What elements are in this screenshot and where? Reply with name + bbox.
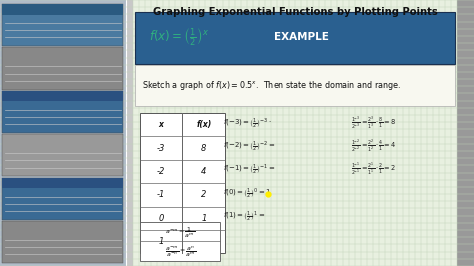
Text: x: x	[159, 120, 164, 129]
FancyBboxPatch shape	[2, 178, 123, 188]
Text: $\dfrac{a^{-m}}{a^{-n}} = \dfrac{a^n}{a^m}$: $\dfrac{a^{-m}}{a^{-n}} = \dfrac{a^n}{a^…	[164, 245, 196, 259]
Text: $\frac{1^{-3}}{2^{-3}} = \frac{2^3}{1^3} \cdot \frac{8}{1} = 8$: $\frac{1^{-3}}{2^{-3}} = \frac{2^3}{1^3}…	[351, 116, 396, 132]
FancyBboxPatch shape	[2, 47, 123, 90]
Text: f(x): f(x)	[196, 120, 211, 129]
Text: $f(-1) = \left(\frac{1}{2}\right)^{-1} =$: $f(-1) = \left(\frac{1}{2}\right)^{-1} =…	[223, 163, 275, 177]
Text: 8: 8	[201, 144, 207, 153]
FancyBboxPatch shape	[457, 0, 474, 266]
Text: $f(1) = \left(\frac{1}{2}\right)^{1} =$: $f(1) = \left(\frac{1}{2}\right)^{1} =$	[223, 210, 265, 224]
Text: $\frac{1^{-2}}{2^{-2}} = \frac{2^2}{1^2} \cdot \frac{4}{1} = 4$: $\frac{1^{-2}}{2^{-2}} = \frac{2^2}{1^2}…	[351, 139, 396, 155]
FancyBboxPatch shape	[2, 91, 123, 133]
FancyBboxPatch shape	[140, 222, 220, 261]
Text: $f(x) = \left(\frac{1}{2}\right)^x$: $f(x) = \left(\frac{1}{2}\right)^x$	[149, 26, 210, 47]
FancyBboxPatch shape	[2, 221, 123, 263]
FancyBboxPatch shape	[2, 4, 123, 46]
Text: $f(-3) = \left(\frac{1}{2}\right)^{-3} \cdot$: $f(-3) = \left(\frac{1}{2}\right)^{-3} \…	[223, 117, 272, 131]
Text: $f(-2) = \left(\frac{1}{2}\right)^{-2} =$: $f(-2) = \left(\frac{1}{2}\right)^{-2} =…	[223, 140, 275, 154]
Text: $f(0) = \left(\frac{1}{2}\right)^{0} = 1$: $f(0) = \left(\frac{1}{2}\right)^{0} = 1…	[223, 186, 272, 201]
Text: Sketch a graph of $f(x) = 0.5^x$.  Then state the domain and range.: Sketch a graph of $f(x) = 0.5^x$. Then s…	[142, 79, 401, 92]
Text: 4: 4	[201, 167, 207, 176]
Text: $a^{-m} = \dfrac{1}{a^m}$: $a^{-m} = \dfrac{1}{a^m}$	[165, 226, 195, 240]
Text: $\frac{1^{-1}}{2^{-1}} = \frac{2^1}{1^1} \cdot \frac{2}{1} = 2$: $\frac{1^{-1}}{2^{-1}} = \frac{2^1}{1^1}…	[351, 162, 396, 178]
Text: -1: -1	[157, 190, 165, 200]
FancyBboxPatch shape	[140, 113, 225, 253]
FancyBboxPatch shape	[2, 178, 123, 220]
FancyBboxPatch shape	[2, 91, 123, 101]
Text: -3: -3	[157, 144, 165, 153]
FancyBboxPatch shape	[133, 0, 457, 266]
FancyBboxPatch shape	[2, 134, 123, 176]
FancyBboxPatch shape	[2, 4, 123, 15]
Text: 0: 0	[158, 214, 164, 223]
FancyBboxPatch shape	[135, 65, 455, 106]
Text: 2: 2	[201, 190, 207, 200]
Text: 1: 1	[201, 214, 207, 223]
FancyBboxPatch shape	[135, 12, 455, 64]
Text: -2: -2	[157, 167, 165, 176]
FancyBboxPatch shape	[0, 0, 126, 266]
Text: EXAMPLE: EXAMPLE	[274, 32, 329, 42]
Text: Graphing Exponential Functions by Plotting Points: Graphing Exponential Functions by Plotti…	[153, 7, 438, 18]
Text: 1: 1	[158, 237, 164, 246]
